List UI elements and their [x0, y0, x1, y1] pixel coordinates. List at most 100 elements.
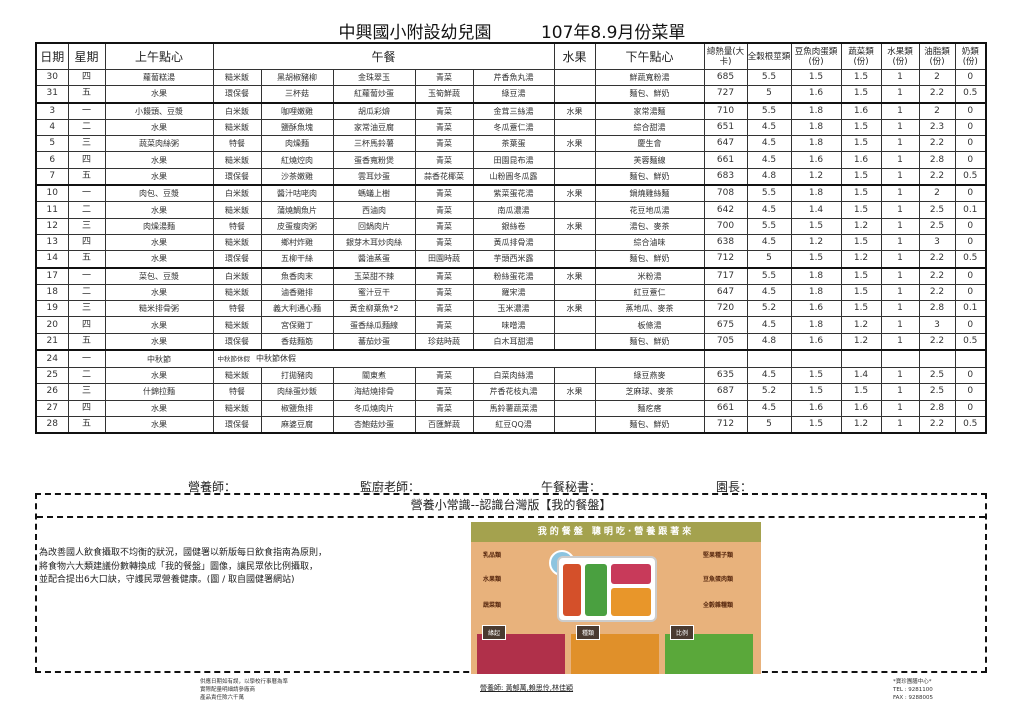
cell-fruits-servings: 1 — [880, 118, 920, 137]
cell-am-snack: 水果 — [104, 399, 214, 417]
cell-protein: 1.6 — [790, 300, 842, 318]
cell-protein — [790, 349, 842, 369]
cell-kcal: 638 — [703, 233, 748, 252]
cell-oils-servings: 2.2 — [918, 415, 956, 434]
table-row: 5 三蔬菜肉絲粥 特餐 肉燥麵 三杯馬鈴薯 青菜 茶葉蛋 水果 慶生會 647 4.5 1.8 1.5 1… — [35, 135, 987, 153]
cell-fruit — [553, 415, 596, 434]
cell-fruit — [553, 332, 596, 351]
table-row: 10 一肉包、豆漿 白米飯 醬汁咕咾肉 螞蟻上樹 青菜 紫菜蛋花湯 水果 鍋燒雞絲麵 708 5.5… — [35, 184, 987, 203]
cell-milk-servings: 0 — [954, 233, 987, 252]
cell-fruit — [553, 118, 596, 137]
cell-vegetable: 蒜香花椰菜 — [414, 167, 474, 186]
panel-origin: 緣起 — [477, 625, 565, 674]
holiday-note: 中秋節休假 — [256, 354, 296, 364]
header-milk: 奶類(份) — [954, 42, 987, 70]
cell-side-dish: 紅蘿蔔炒蛋 — [332, 85, 416, 104]
cell-date: 28 — [35, 415, 69, 434]
cell-fruits-servings: 1 — [880, 201, 920, 219]
cell-fruit: 水果 — [553, 135, 596, 153]
cell-main-dish: 宮保雞丁 — [260, 316, 334, 334]
cell-am-snack: 水果 — [104, 250, 214, 269]
cell-side-dish: 杏鮑菇炒蛋 — [332, 415, 416, 434]
cell-soup: 芹香花枝丸湯 — [472, 383, 555, 401]
cell-vegetables-servings: 1.5 — [840, 383, 882, 401]
my-plate-image: 我的餐盤 聰明吃·營養跟著來 乳品類 水果類 蔬菜類 堅果種子類 豆魚蛋肉類 全… — [471, 522, 761, 674]
tips-line: 並配合提出6大口訣，守護民眾營養健康。(圖 / 取自國健署網站) — [39, 575, 295, 585]
cell-staple: 環保餐 — [212, 85, 262, 104]
plate-icon — [557, 556, 657, 622]
plate-banner: 我的餐盤 聰明吃·營養跟著來 — [471, 522, 761, 542]
cell-date: 30 — [35, 68, 69, 87]
cell-side-dish: 三杯馬鈴薯 — [332, 135, 416, 153]
cell-am-snack: 水果 — [104, 415, 214, 434]
cell-milk-servings: 0.5 — [954, 415, 987, 434]
cell-pm-snack: 紅豆薏仁 — [594, 283, 705, 302]
cell-pm-snack: 麵包、鮮奶 — [594, 415, 705, 434]
cell-grains: 5.5 — [746, 101, 792, 120]
cell-milk-servings: 0 — [954, 184, 987, 203]
plate-label: 乳品類 — [483, 552, 502, 559]
cell-main-dish: 鹽酥魚塊 — [260, 118, 334, 137]
cell-soup: 綠豆湯 — [472, 85, 555, 104]
table-row: 31 五水果 環保餐 三杯菇 紅蘿蔔炒蛋 玉筍鮮蔬 綠豆湯 麵包、鮮奶 727 5 1.6 1.5 1 2… — [35, 85, 987, 104]
cell-grains: 4.5 — [746, 316, 792, 334]
cell-kcal: 685 — [703, 68, 748, 87]
cell-fruits-servings: 1 — [880, 415, 920, 434]
table-row: 4 二水果 糙米飯 鹽酥魚塊 家常油豆腐 青菜 冬瓜薏仁湯 綜合甜湯 651 4.5 1.8 1.5 1… — [35, 118, 987, 137]
cell-grains: 5 — [746, 85, 792, 104]
cell-fruit — [553, 167, 596, 186]
header-vegetables: 蔬菜類(份) — [840, 42, 882, 70]
cell-fruits-servings: 1 — [880, 135, 920, 153]
cell-side-dish: 銀芽木耳炒肉絲 — [332, 233, 416, 252]
cell-oils-servings: 2.2 — [918, 266, 956, 285]
cell-kcal: 710 — [703, 101, 748, 120]
cell-vegetables-servings: 1.6 — [840, 399, 882, 417]
cell-milk-servings — [954, 349, 987, 369]
cell-staple: 白米飯 — [212, 266, 262, 285]
cell-weekday: 五 — [67, 332, 106, 351]
cell-vegetables-servings: 1.2 — [840, 415, 882, 434]
cell-side-dish: 蛋香絲瓜麵線 — [332, 316, 416, 334]
table-row: 20 四水果 糙米飯 宮保雞丁 蛋香絲瓜麵線 青菜 味噌湯 板條湯 675 4.5 1.8 1.2 1 3… — [35, 316, 987, 334]
cell-am-snack: 糙米排骨粥 — [104, 300, 214, 318]
cell-side-dish: 玉菜甜不辣 — [332, 266, 416, 285]
cell-vegetables-servings: 1.5 — [840, 85, 882, 104]
cell-grains: 5.2 — [746, 300, 792, 318]
cell-fruit: 水果 — [553, 217, 596, 235]
cell-milk-servings: 0 — [954, 101, 987, 120]
cell-fruits-servings: 1 — [880, 217, 920, 235]
cell-oils-servings: 2 — [918, 68, 956, 87]
cell-grains: 4.5 — [746, 233, 792, 252]
cell-weekday: 四 — [67, 399, 106, 417]
cell-weekday: 一 — [67, 184, 106, 203]
cell-kcal: 675 — [703, 316, 748, 334]
cell-date: 27 — [35, 399, 69, 417]
cell-date: 11 — [35, 201, 69, 219]
cell-weekday: 一 — [67, 266, 106, 285]
cell-pm-snack: 芝麻球、麥茶 — [594, 383, 705, 401]
cell-fruits-servings: 1 — [880, 399, 920, 417]
cell-am-snack: 什錦拉麵 — [104, 383, 214, 401]
footer-note: 產品責任險六千萬 — [200, 695, 245, 701]
cell-soup: 白木耳甜湯 — [472, 332, 555, 351]
cell-pm-snack: 芙蓉麵線 — [594, 151, 705, 169]
cell-oils-servings: 2.5 — [918, 217, 956, 235]
cell-milk-servings: 0 — [954, 283, 987, 302]
cell-oils-servings: 2.2 — [918, 85, 956, 104]
cell-main-dish: 三杯菇 — [260, 85, 334, 104]
cell-grains: 4.5 — [746, 201, 792, 219]
cell-main-dish: 沙茶嫩雞 — [260, 167, 334, 186]
cell-milk-servings: 0 — [954, 316, 987, 334]
cell-soup: 田園昆布湯 — [472, 151, 555, 169]
cell-main-dish: 咖哩嫩雞 — [260, 101, 334, 120]
cell-kcal: 717 — [703, 266, 748, 285]
cell-milk-servings: 0 — [954, 68, 987, 87]
cell-milk-servings: 0 — [954, 217, 987, 235]
cell-vegetables-servings: 1.5 — [840, 266, 882, 285]
cell-protein: 1.5 — [790, 217, 842, 235]
cell-vegetable: 百匯鮮蔬 — [414, 415, 474, 434]
cell-am-snack: 水果 — [104, 85, 214, 104]
cell-fruits-servings: 1 — [880, 283, 920, 302]
cell-oils-servings: 2.2 — [918, 167, 956, 186]
cell-date: 13 — [35, 233, 69, 252]
